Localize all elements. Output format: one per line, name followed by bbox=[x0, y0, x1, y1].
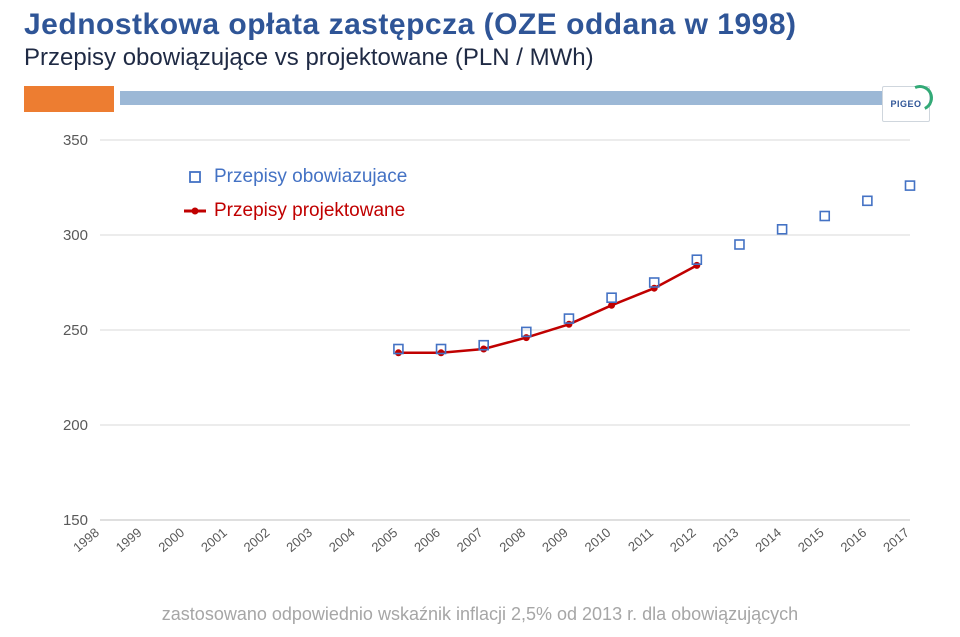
x-tick-label: 2011 bbox=[625, 525, 656, 554]
x-tick-label: 2012 bbox=[667, 525, 699, 555]
x-tick-label: 1998 bbox=[70, 525, 102, 555]
y-tick-label: 200 bbox=[63, 417, 88, 434]
series-obowiazujace-point bbox=[607, 293, 616, 302]
x-tick-label: 2002 bbox=[241, 525, 273, 555]
legend-label: Przepisy projektowane bbox=[214, 200, 405, 221]
x-tick-label: 2007 bbox=[454, 525, 486, 555]
x-tick-label: 2015 bbox=[795, 525, 827, 555]
legend: Przepisy obowiazujace Przepisy projektowa… bbox=[184, 166, 407, 221]
x-tick-label: 1999 bbox=[113, 525, 145, 555]
y-tick-label: 300 bbox=[63, 227, 88, 244]
x-tick-label: 2013 bbox=[710, 525, 742, 555]
series-obowiazujace-point bbox=[735, 240, 744, 249]
series-projektowane-point bbox=[651, 285, 657, 291]
y-tick-label: 150 bbox=[63, 512, 88, 529]
series-projektowane-point bbox=[523, 335, 529, 341]
x-tick-label: 2000 bbox=[155, 525, 187, 555]
x-tick-label: 2001 bbox=[198, 525, 230, 555]
y-tick-label: 250 bbox=[63, 322, 88, 339]
legend-marker-icon bbox=[190, 172, 200, 182]
accent-bar-orange bbox=[24, 86, 114, 112]
series-obowiazujace-point bbox=[778, 225, 787, 234]
page-title-line1: Jednostkowa opłata zastępcza (OZE oddana… bbox=[24, 8, 797, 42]
x-tick-label: 2010 bbox=[582, 525, 614, 555]
series-obowiazujace-point bbox=[820, 212, 829, 221]
x-tick-label: 2008 bbox=[496, 525, 528, 555]
series-obowiazujace-point bbox=[906, 181, 915, 190]
x-tick-label: 2014 bbox=[752, 525, 784, 555]
y-tick-label: 350 bbox=[63, 132, 88, 149]
page-title-line2: Przepisy obowiązujące vs projektowane (P… bbox=[24, 44, 797, 72]
x-tick-label: 2004 bbox=[326, 525, 358, 555]
header-bar bbox=[0, 86, 960, 112]
x-tick-label: 2016 bbox=[837, 525, 869, 555]
footer-note: zastosowano odpowiednio wskaźnik inflacj… bbox=[0, 604, 960, 625]
x-tick-label: 2009 bbox=[539, 525, 571, 555]
chart: 150 200 250 300 350 1998 1999 2000 2001 2002 2003 2… bbox=[40, 130, 920, 570]
x-tick-label: 2006 bbox=[411, 525, 443, 555]
series-projektowane-point bbox=[566, 321, 572, 327]
pigeo-logo: PIGEO bbox=[882, 86, 930, 122]
series-obowiazujace-point bbox=[863, 196, 872, 205]
x-tick-label: 2005 bbox=[369, 525, 401, 555]
series-projektowane-point bbox=[694, 262, 700, 268]
legend-label: Przepisy obowiazujace bbox=[214, 166, 407, 187]
legend-line-marker-icon bbox=[192, 208, 199, 215]
series-projektowane-point bbox=[609, 302, 615, 308]
x-tick-label: 2017 bbox=[880, 525, 912, 555]
accent-bar-blue bbox=[120, 91, 910, 105]
x-tick-label: 2003 bbox=[283, 525, 315, 555]
